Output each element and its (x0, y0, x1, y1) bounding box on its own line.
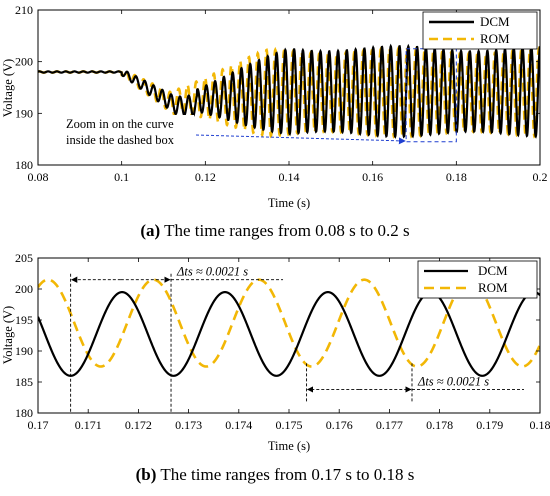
chart-b: 0.17 0.171 0.172 0.173 0.174 0.175 0.176 0.177 0… (1, 251, 550, 484)
chart-a: 0.08 0.1 0.12 0.14 0.16 0.18 0.2 180 190 200 210 T… (1, 3, 548, 240)
chart-b-xtick-label: 0.174 (225, 418, 252, 432)
chart-b-xtick-label: 0.176 (326, 418, 353, 432)
chart-b-series-dcm-line (38, 291, 540, 377)
chart-a-axes: 0.08 0.1 0.12 0.14 0.16 0.18 0.2 180 190 200 210 (15, 3, 548, 184)
chart-a-annotation-bg (62, 115, 194, 149)
chart-a-xtick-label: 0.1 (114, 170, 129, 184)
chart-a-legend-label-rom: ROM (480, 31, 510, 46)
chart-b-ylabel: Voltage (V) (1, 306, 15, 364)
chart-b-ytick-label: 200 (15, 282, 33, 296)
chart-b-legend-label-rom: ROM (478, 280, 508, 295)
chart-b-caption: (b) The time ranges from 0.17 s to 0.18 … (136, 465, 415, 484)
chart-a-series-dcm-line (38, 43, 540, 139)
chart-b-delta2-label: Δts ≈ 0.0021 s (417, 374, 489, 388)
chart-a-ytick-label: 180 (15, 158, 33, 172)
chart-b-delta1-label: Δts ≈ 0.0021 s (176, 265, 248, 279)
chart-b-xtick-label: 0.179 (476, 418, 503, 432)
chart-a-legend: DCM ROM (422, 11, 538, 50)
chart-b-legend-box (417, 260, 538, 299)
chart-a-xtick-label: 0.2 (533, 170, 548, 184)
chart-a-xtick-label: 0.08 (28, 170, 49, 184)
chart-b-xtick-label: 0.18 (530, 418, 550, 432)
chart-b-ytick-label: 205 (15, 251, 33, 265)
chart-b-xtick-label: 0.177 (376, 418, 403, 432)
chart-b-xlabel: Time (s) (268, 439, 310, 453)
chart-b-xtick-label: 0.175 (276, 418, 303, 432)
chart-a-annotation-line2: inside the dashed box (66, 133, 175, 147)
chart-a-legend-label-dcm: DCM (480, 14, 510, 29)
chart-a-ytick-label: 210 (15, 3, 33, 17)
chart-b-xtick-label: 0.17 (28, 418, 49, 432)
chart-b-xtick-label: 0.172 (125, 418, 152, 432)
chart-a-xlabel: Time (s) (268, 196, 310, 210)
chart-b-delta-annotations: Δts ≈ 0.0021 s Δts ≈ 0.0021 s (70, 265, 524, 413)
chart-b-xtick-label: 0.178 (426, 418, 453, 432)
chart-b-xtick-label: 0.173 (175, 418, 202, 432)
chart-a-xtick-label: 0.12 (195, 170, 216, 184)
chart-a-xtick-label: 0.14 (279, 170, 300, 184)
chart-a-ytick-label: 200 (15, 55, 33, 69)
chart-b-ytick-label: 180 (15, 406, 33, 420)
chart-a-legend-box (422, 11, 538, 50)
chart-b-legend-label-dcm: DCM (478, 263, 508, 278)
chart-a-zoom-box (405, 48, 457, 143)
chart-a-ylabel: Voltage (V) (1, 59, 15, 117)
chart-b-ytick-label: 185 (15, 375, 33, 389)
chart-a-caption: (a) The time ranges from 0.08 s to 0.2 s (140, 221, 409, 240)
chart-b-legend: DCM ROM (417, 260, 538, 299)
chart-a-zoom-arrow (195, 134, 406, 145)
chart-b-ytick-label: 190 (15, 344, 33, 358)
chart-b-axes: 0.17 0.171 0.172 0.173 0.174 0.175 0.176 0.177 0… (15, 251, 550, 432)
chart-b-xtick-label: 0.171 (75, 418, 102, 432)
chart-b-ytick-label: 195 (15, 313, 33, 327)
chart-a-xtick-label: 0.18 (446, 170, 467, 184)
chart-a-annotation-line1: Zoom in on the curve (66, 117, 174, 131)
chart-a-ytick-label: 190 (15, 106, 33, 120)
chart-a-xtick-label: 0.16 (362, 170, 383, 184)
